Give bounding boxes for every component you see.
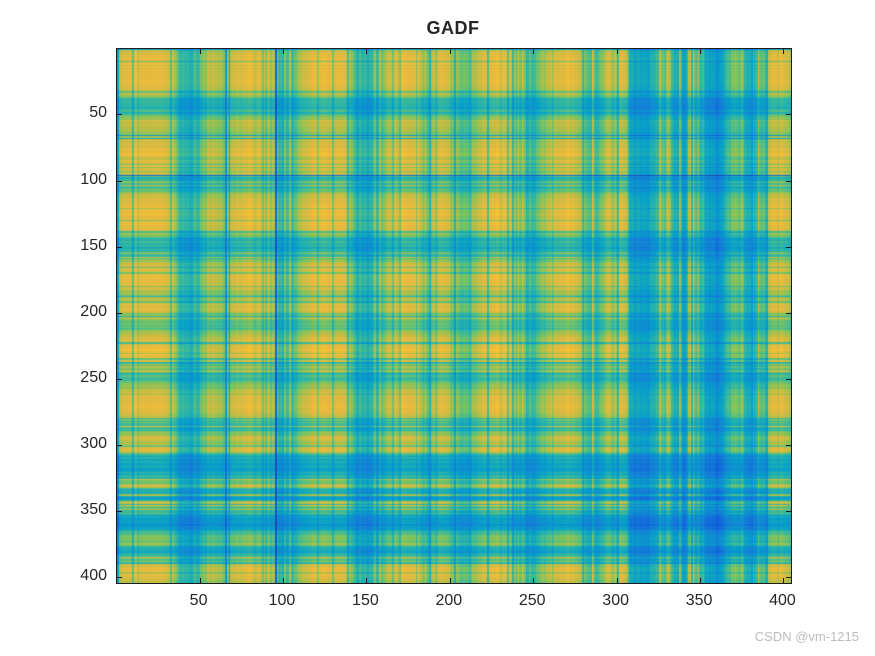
x-axis-tick-mark (700, 578, 702, 583)
y-tick-label: 200 (80, 302, 107, 320)
y-axis-tick-mark (117, 246, 122, 248)
x-axis-tick-mark (783, 578, 785, 583)
x-axis-tick-mark (449, 49, 451, 54)
x-axis-tick-mark (616, 578, 618, 583)
y-tick-label: 100 (80, 170, 107, 188)
y-axis-tick-mark (117, 510, 122, 512)
y-axis-tick-mark (117, 378, 122, 380)
y-axis-tick-mark (117, 444, 122, 446)
y-tick-label: 300 (80, 434, 107, 452)
x-tick-label: 150 (352, 592, 379, 609)
y-axis-tick-mark (786, 577, 791, 579)
y-axis-tick-mark (786, 510, 791, 512)
gadf-heatmap-image (117, 49, 791, 583)
y-tick-label: 50 (89, 104, 107, 122)
chart-title: GADF (426, 18, 480, 38)
y-tick-label: 400 (80, 567, 107, 585)
x-axis-tick-mark (533, 49, 535, 54)
x-axis-tick-mark (199, 578, 201, 583)
x-axis-tick-mark (783, 49, 785, 54)
watermark: CSDN @vm-1215 (754, 629, 859, 644)
x-tick-label: 300 (602, 592, 629, 609)
x-axis-tick-mark (199, 49, 201, 54)
y-axis-tick-mark (117, 577, 122, 579)
y-axis-tick-mark (117, 180, 122, 182)
x-axis-tick-mark (366, 49, 368, 54)
x-tick-label: 350 (685, 592, 713, 609)
y-tick-label: 350 (80, 500, 107, 518)
y-axis-tick-mark (786, 444, 791, 446)
y-axis-tick-mark (786, 114, 791, 116)
y-axis-tick-mark (117, 312, 122, 314)
x-axis-tick-mark (533, 578, 535, 583)
x-axis-tick-mark (282, 49, 284, 54)
x-tick-label: 100 (268, 592, 296, 609)
y-axis-tick-mark (786, 180, 791, 182)
y-axis-tick-mark (786, 246, 791, 248)
plot-area (116, 48, 792, 584)
y-tick-label: 150 (80, 236, 107, 254)
x-tick-label: 400 (769, 592, 796, 609)
x-axis-tick-mark (616, 49, 618, 54)
x-tick-label: 200 (435, 592, 463, 609)
x-tick-label: 50 (189, 592, 208, 609)
y-axis-tick-mark (786, 378, 791, 380)
x-axis-tick-mark (449, 578, 451, 583)
y-tick-label: 250 (80, 368, 107, 386)
x-axis-tick-mark (282, 578, 284, 583)
x-tick-label: 250 (518, 592, 546, 609)
x-axis-tick-mark (366, 578, 368, 583)
y-axis-tick-mark (786, 312, 791, 314)
y-axis-tick-mark (117, 114, 122, 116)
x-axis-tick-mark (700, 49, 702, 54)
